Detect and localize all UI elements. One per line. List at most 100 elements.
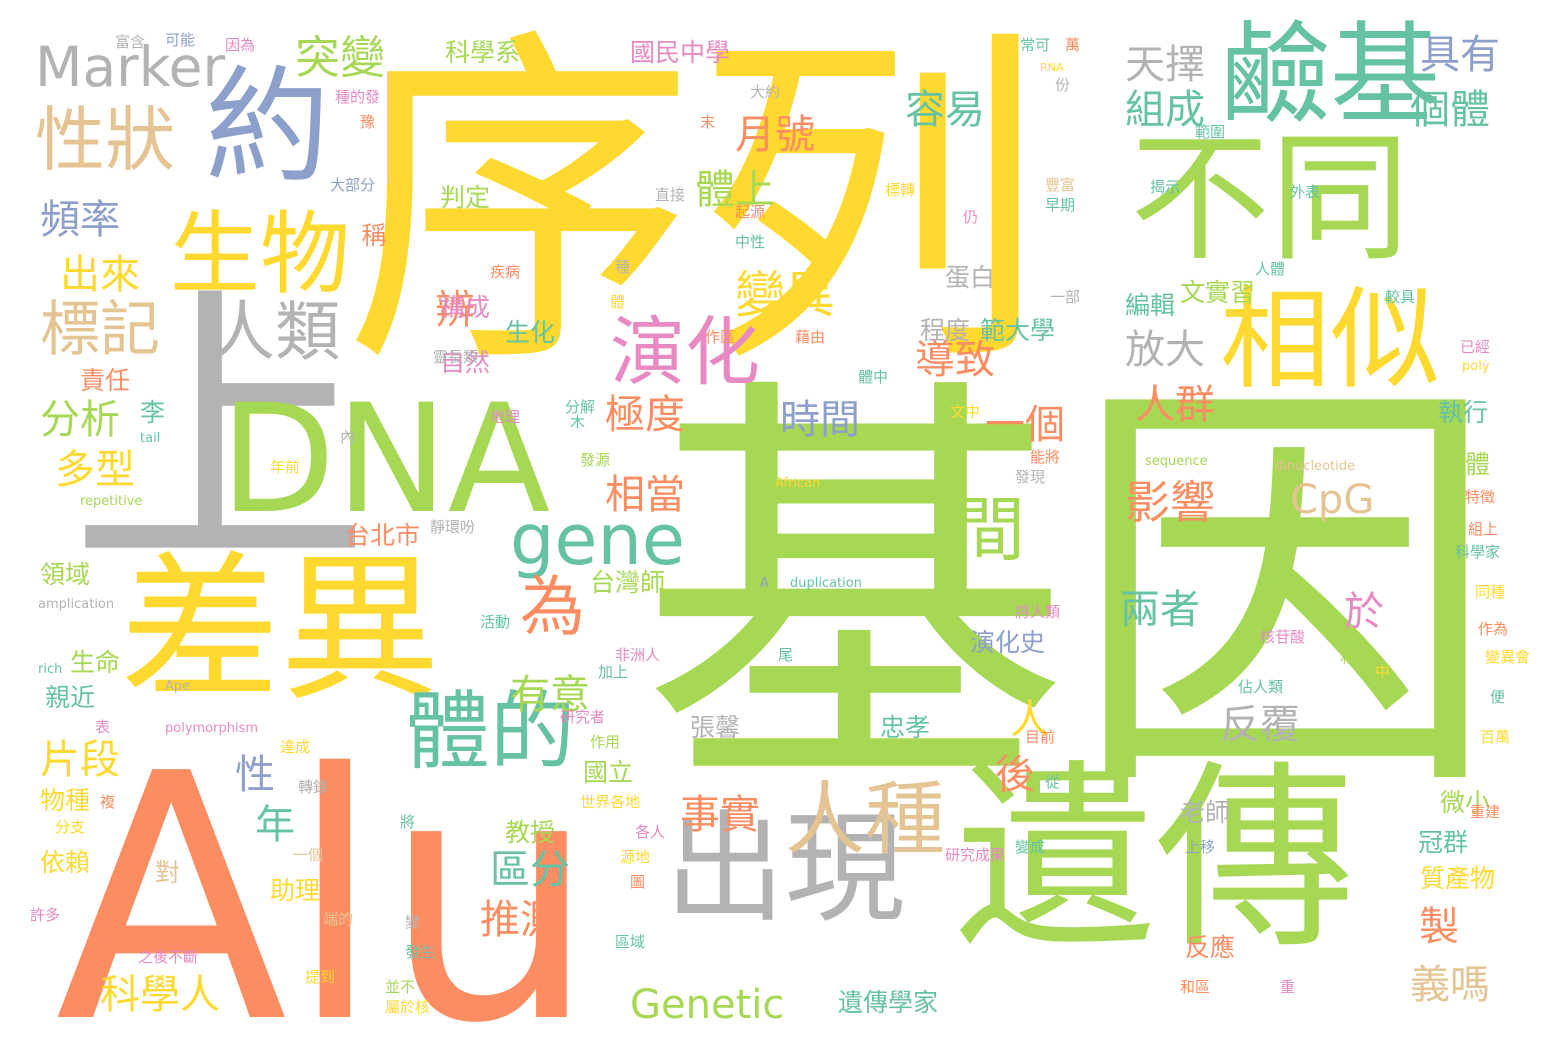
word-cloud-word: 責任: [80, 368, 130, 393]
word-cloud-word: 性狀: [35, 105, 175, 175]
word-cloud-word: 個體: [1410, 90, 1490, 130]
word-cloud-word: 構成: [440, 295, 490, 320]
word-cloud-word: 許多: [30, 908, 60, 923]
word-cloud-word: 月號: [735, 115, 815, 155]
word-cloud-word: 後: [995, 755, 1035, 795]
word-cloud-word: 直接: [655, 188, 685, 203]
word-cloud-word: 體: [610, 295, 625, 310]
word-cloud-word: 靜環吩: [430, 520, 475, 535]
word-cloud-word: Ape: [165, 680, 190, 693]
word-cloud-word: 演化: [610, 315, 760, 390]
word-cloud-word: 判定: [440, 185, 490, 210]
word-cloud-word: 年: [255, 805, 295, 845]
word-cloud-word: 大約: [750, 85, 780, 100]
word-cloud-word: 提到: [305, 970, 335, 985]
word-cloud-word: 教授: [505, 820, 555, 845]
word-cloud-word: 靈長類: [433, 350, 478, 365]
word-cloud-word: 張馨: [690, 715, 740, 740]
word-cloud-word: 冠群: [1418, 830, 1468, 855]
word-cloud-word: 反覆: [1220, 705, 1300, 745]
word-cloud-word: 科學系: [445, 40, 520, 65]
word-cloud-word: 上移: [1185, 840, 1215, 855]
word-cloud-word: rich: [38, 663, 62, 676]
word-cloud-word: 因為: [225, 38, 255, 53]
word-cloud-word: 種的發: [335, 90, 380, 105]
word-cloud-word: 世界各地: [580, 795, 640, 810]
word-cloud-word: 導致: [915, 340, 995, 380]
word-cloud-word: 物種: [40, 788, 90, 813]
word-cloud-word: 變成: [1015, 840, 1045, 855]
word-cloud-word: 仍: [963, 210, 978, 225]
word-cloud-word: 稱: [360, 222, 385, 247]
word-cloud-word: 忠孝: [880, 715, 930, 740]
word-cloud-word: 早期: [1045, 198, 1075, 213]
word-cloud-word: 兩者: [1120, 590, 1200, 630]
word-cloud-word: 研究者: [560, 710, 605, 725]
word-cloud-word: Genetic: [630, 985, 784, 1025]
word-cloud-word: 極度: [605, 395, 685, 435]
word-cloud-word: 藉由: [795, 330, 825, 345]
word-cloud-word: tail: [140, 432, 160, 445]
word-cloud-word: 富含: [115, 35, 145, 50]
word-cloud-word: 性: [235, 755, 275, 795]
word-cloud-word: 豐富: [1045, 178, 1075, 193]
word-cloud-word: 老師: [1180, 800, 1230, 825]
word-cloud-word: 起源: [735, 205, 765, 220]
word-cloud-word: 製: [1415, 905, 1455, 945]
word-cloud-word: amplication: [38, 598, 114, 611]
word-cloud-word: 百萬: [1480, 730, 1510, 745]
word-cloud-word: 放大: [1125, 330, 1205, 370]
word-cloud-word: 人種: [785, 780, 945, 860]
word-cloud-word: 中: [1375, 665, 1390, 680]
word-cloud-word: 程度: [920, 318, 970, 343]
word-cloud-word: 體中: [858, 370, 888, 385]
word-cloud-word: 間: [955, 495, 1025, 565]
word-cloud-word: 複: [100, 795, 115, 810]
word-cloud-word: 將: [400, 815, 415, 830]
word-cloud-word: 國立: [583, 760, 633, 785]
word-cloud-word: sequence: [1145, 455, 1208, 468]
word-cloud-word: 事實: [680, 795, 760, 835]
word-cloud-word: 揭示: [1150, 180, 1180, 195]
word-cloud-word: 作用: [590, 735, 620, 750]
word-cloud-word: 天擇: [1125, 45, 1205, 85]
word-cloud-word: 台灣師: [590, 570, 665, 595]
word-cloud-word: 範大學: [980, 318, 1055, 343]
word-cloud-word: 便: [1490, 690, 1505, 705]
word-cloud-word: 表: [95, 720, 110, 735]
word-cloud-word: 疾病: [490, 265, 520, 280]
word-cloud-word: 末: [700, 115, 715, 130]
word-cloud-word: 已經: [1460, 340, 1490, 355]
word-cloud-word: 外表: [1290, 185, 1320, 200]
word-cloud-word: 不同: [1130, 130, 1410, 270]
word-cloud-word: 台北市: [345, 523, 420, 548]
word-cloud-word: 活動: [480, 615, 510, 630]
word-cloud-word: 利用: [1340, 650, 1370, 665]
word-cloud-word: 之後不斷: [138, 950, 198, 965]
word-cloud-word: duplication: [790, 577, 862, 590]
word-cloud-word: 作為: [1478, 622, 1508, 637]
word-cloud-word: 影響: [1125, 480, 1215, 525]
word-cloud-word: 反應: [1185, 935, 1235, 960]
word-cloud-word: 相當: [605, 475, 685, 515]
word-cloud-word: 區分: [490, 850, 570, 890]
word-cloud-word: 中性: [735, 235, 765, 250]
word-cloud-word: 目前: [1025, 730, 1055, 745]
word-cloud-word: 種: [615, 260, 630, 275]
word-cloud-word: 片段: [40, 740, 120, 780]
word-cloud-word: 將人類: [1015, 605, 1060, 620]
word-cloud-word: 親近: [45, 685, 95, 710]
word-cloud-word: 為: [520, 575, 585, 640]
word-cloud-word: 能將: [1030, 450, 1060, 465]
word-cloud-word: 文實習: [1180, 280, 1255, 305]
word-cloud-word: poly: [1462, 360, 1490, 373]
word-cloud-word: 多型: [55, 450, 135, 490]
word-cloud-word: 木: [570, 415, 585, 430]
word-cloud-word: 同種: [1475, 585, 1505, 600]
word-cloud-word: 標轉: [885, 183, 915, 198]
word-cloud-word: 科學人: [100, 975, 220, 1015]
word-cloud-word: 國民中學: [630, 40, 730, 65]
word-cloud-word: 非洲人: [615, 648, 660, 663]
word-cloud-word: 領域: [40, 562, 90, 587]
